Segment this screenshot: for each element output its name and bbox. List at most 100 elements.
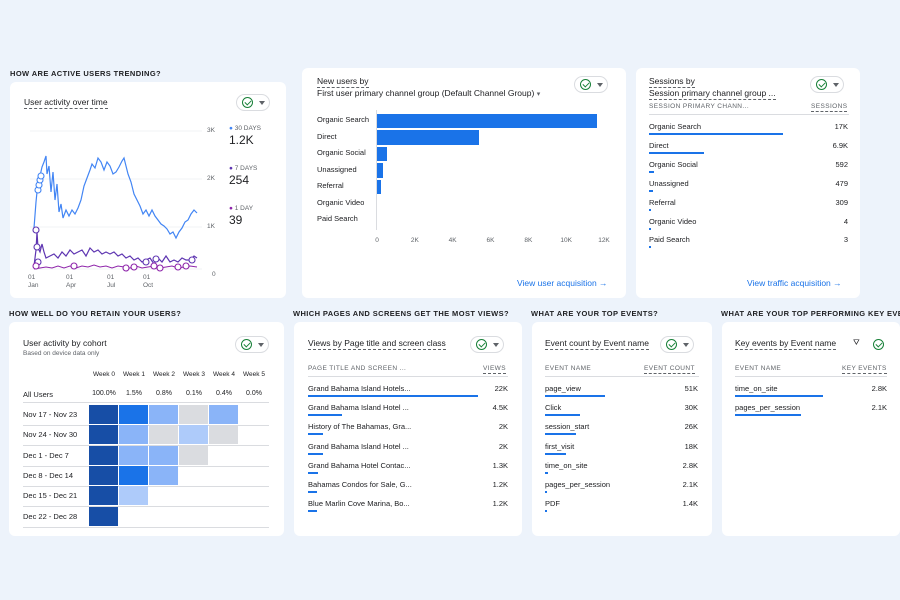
cohort-options-button[interactable] xyxy=(235,336,269,353)
bar-unassigned[interactable] xyxy=(376,163,384,178)
sessions-title-line2[interactable]: Session primary channel group ... xyxy=(649,88,776,100)
x-tick-label: 12K xyxy=(598,237,610,244)
cohort-cell[interactable] xyxy=(89,405,118,424)
key-events-title[interactable]: Key events by Event name xyxy=(735,338,837,350)
row-label[interactable]: first_visit xyxy=(545,441,575,451)
views-col-views[interactable]: VIEWS xyxy=(483,365,506,374)
cohort-all-users-value: 1.5% xyxy=(126,390,142,397)
annotation-marker[interactable] xyxy=(33,243,41,251)
annotation-marker[interactable] xyxy=(130,263,138,271)
row-label[interactable]: Click xyxy=(545,403,562,413)
user-activity-chart xyxy=(30,130,202,272)
key-events-col-name[interactable]: EVENT NAME xyxy=(735,365,782,372)
cohort-cell[interactable] xyxy=(119,425,148,445)
row-label[interactable]: Grand Bahama Island Hotels... xyxy=(308,384,411,393)
annotation-marker[interactable] xyxy=(188,256,196,264)
row-bar xyxy=(545,471,549,474)
row-label[interactable]: Blue Marlin Cove Marina, Bo... xyxy=(308,499,410,509)
key-events-col-count[interactable]: KEY EVENTS xyxy=(842,365,887,374)
row-label[interactable]: Organic Social xyxy=(649,159,698,169)
cohort-cell[interactable] xyxy=(149,465,178,485)
cohort-cell[interactable] xyxy=(209,405,238,424)
cohort-cell[interactable] xyxy=(119,486,148,506)
sessions-title-line1[interactable]: Sessions by xyxy=(649,76,695,88)
annotation-marker[interactable] xyxy=(32,226,40,234)
cohort-cell[interactable] xyxy=(149,445,178,465)
annotation-marker[interactable] xyxy=(122,264,130,272)
cohort-cell[interactable] xyxy=(89,486,118,506)
bar-direct[interactable] xyxy=(376,130,480,145)
row-label[interactable]: History of The Bahamas, Gra... xyxy=(308,422,412,432)
cohort-cell[interactable] xyxy=(119,445,148,465)
row-label[interactable]: Organic Search xyxy=(649,122,702,131)
sessions-col-sessions[interactable]: SESSIONS xyxy=(811,103,848,112)
row-label[interactable]: Direct xyxy=(649,140,669,150)
row-label[interactable]: PDF xyxy=(545,499,560,509)
row-label[interactable]: Bahamas Condos for Sale, G... xyxy=(308,480,412,489)
cohort-cell[interactable] xyxy=(179,405,208,424)
views-title[interactable]: Views by Page title and screen class xyxy=(308,338,446,350)
cohort-cell[interactable] xyxy=(149,425,178,445)
cohort-cell[interactable] xyxy=(119,465,148,485)
annotation-marker[interactable] xyxy=(37,172,45,180)
annotation-marker[interactable] xyxy=(150,262,158,270)
cohort-cell[interactable] xyxy=(89,445,118,465)
bar-organic-search[interactable] xyxy=(376,113,598,128)
view-traffic-acquisition-link[interactable]: View traffic acquisition → xyxy=(747,278,842,288)
views-col-page[interactable]: PAGE TITLE AND SCREEN ... xyxy=(308,365,407,372)
new-users-title-line1[interactable]: New users by xyxy=(317,76,369,88)
row-label[interactable]: Referral xyxy=(649,197,676,207)
annotation-marker[interactable] xyxy=(174,263,182,271)
check-circle-icon[interactable] xyxy=(873,339,884,350)
annotation-marker[interactable] xyxy=(70,262,78,270)
filter-icon[interactable]: ⛛ xyxy=(853,338,860,347)
row-label[interactable]: pages_per_session xyxy=(735,402,801,412)
annotation-marker[interactable] xyxy=(32,262,40,270)
new-users-options-button[interactable] xyxy=(574,76,608,93)
new-users-title-line2[interactable]: First user primary channel group (Defaul… xyxy=(317,88,540,98)
row-label[interactable]: Grand Bahama Island Hotel ... xyxy=(308,403,409,413)
event-count-options-button[interactable] xyxy=(660,336,694,353)
bar-label: Organic Social xyxy=(317,148,366,157)
bar-organic-social[interactable] xyxy=(376,146,387,161)
event-count-col-name[interactable]: EVENT NAME xyxy=(545,365,592,372)
row-label[interactable]: time_on_site xyxy=(735,384,778,393)
row-label[interactable]: page_view xyxy=(545,384,581,393)
cohort-cell[interactable] xyxy=(89,465,118,485)
row-label[interactable]: pages_per_session xyxy=(545,480,611,489)
cohort-cell[interactable] xyxy=(89,506,118,526)
cohort-row-label: Dec 1 - Dec 7 xyxy=(23,450,69,460)
row-label[interactable]: Organic Video xyxy=(649,216,697,226)
row-label[interactable]: Paid Search xyxy=(649,235,690,245)
row-label[interactable]: session_start xyxy=(545,422,590,432)
user-activity-options-button[interactable] xyxy=(236,94,270,111)
x-tick-oct-month: Oct xyxy=(143,282,154,289)
row-label[interactable]: time_on_site xyxy=(545,460,588,470)
annotation-marker[interactable] xyxy=(156,264,164,272)
view-user-acquisition-link[interactable]: View user acquisition → xyxy=(517,278,608,288)
sessions-col-channel[interactable]: SESSION PRIMARY CHANN... xyxy=(649,103,750,110)
cohort-cell[interactable] xyxy=(89,425,118,445)
user-activity-title[interactable]: User activity over time xyxy=(24,97,108,109)
check-circle-icon xyxy=(580,79,591,90)
cohort-cell[interactable] xyxy=(119,405,148,424)
views-options-button[interactable] xyxy=(470,336,504,353)
cohort-cell[interactable] xyxy=(179,425,208,445)
bar-label: Direct xyxy=(317,131,337,141)
sessions-options-button[interactable] xyxy=(810,76,844,93)
row-value: 6.9K xyxy=(832,140,848,150)
event-count-title[interactable]: Event count by Event name xyxy=(545,338,649,350)
annotation-marker[interactable] xyxy=(152,255,160,263)
cohort-cell[interactable] xyxy=(149,405,178,424)
bar-referral[interactable] xyxy=(376,179,382,194)
event-count-col-count[interactable]: EVENT COUNT xyxy=(644,365,695,374)
annotation-marker[interactable] xyxy=(182,262,190,270)
cohort-cell[interactable] xyxy=(179,445,208,465)
annotation-marker[interactable] xyxy=(142,258,150,266)
row-label[interactable]: Grand Bahama Island Hotel ... xyxy=(308,441,409,451)
row-label[interactable]: Grand Bahama Hotel Contac... xyxy=(308,460,411,470)
cohort-week-header: Week 0 xyxy=(93,371,115,378)
row-value: 30K xyxy=(684,403,698,413)
row-label[interactable]: Unassigned xyxy=(649,178,689,188)
cohort-cell[interactable] xyxy=(209,425,238,445)
